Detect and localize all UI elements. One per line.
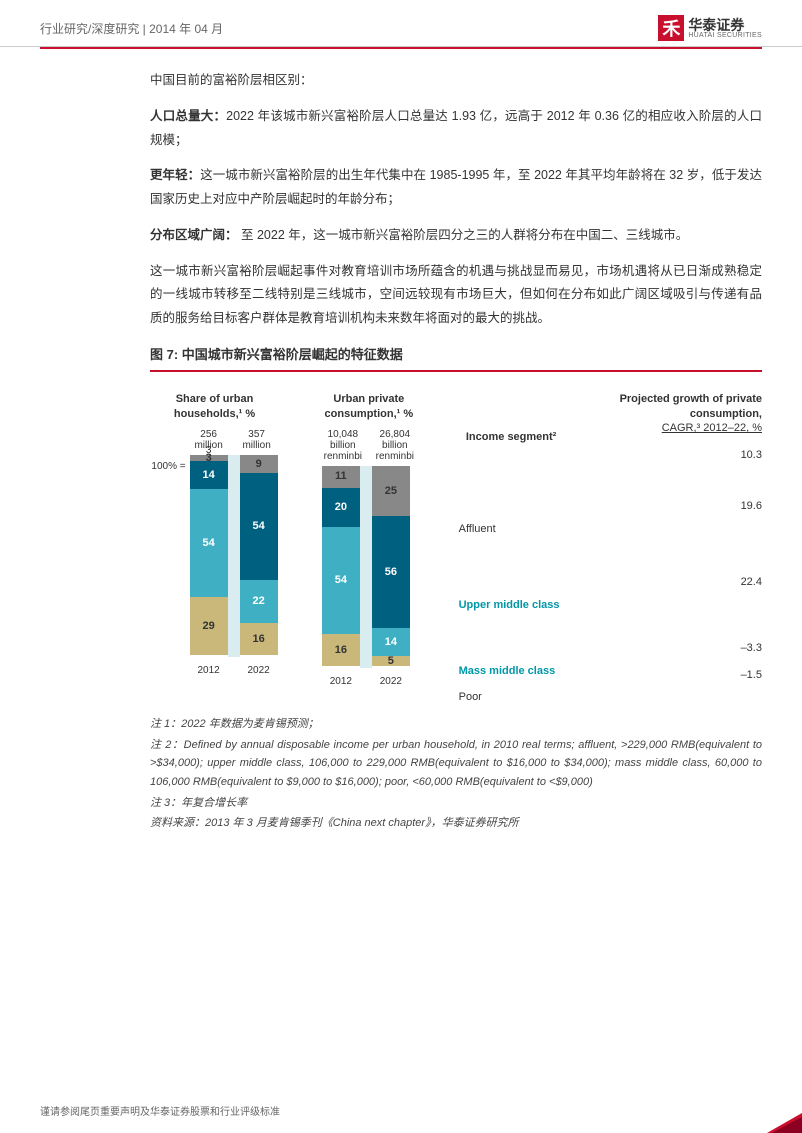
para-intro: 中国目前的富裕阶层相区别： [150,69,762,93]
para-population: 人口总量大：2022 年该城市新兴富裕阶层人口总量达 1.93 亿，远高于 20… [150,105,762,153]
legend: Income segment² Affluent Upper middle cl… [459,392,564,691]
page-header: 行业研究/深度研究 | 2014 年 04 月 禾 华泰证券 HUATAI SE… [0,0,802,47]
stacked-bar: 2556145 [372,466,410,666]
bar-segment: 29 [190,597,228,655]
note-4: 资料来源：2013 年 3 月麦肯锡季刊《China next chapter》… [150,814,762,833]
bar-segment: 16 [240,623,278,655]
bar-segment: 25 [372,466,410,516]
stacked-bar: 9542216 [240,455,278,655]
note-3: 注 3：年复合增长率 [150,794,762,813]
para-summary: 这一城市新兴富裕阶层崛起事件对教育培训市场所蕴含的机遇与挑战显而易见，市场机遇将… [150,260,762,331]
bar-segment: 54 [322,527,360,634]
bar-segment: 22 [240,580,278,624]
para-younger: 更年轻：这一城市新兴富裕阶层的出生年代集中在 1985-1995 年，至 202… [150,164,762,212]
logo-cn: 华泰证券 [688,18,762,32]
logo-icon: 禾 [658,15,684,41]
chart-share-households: Share of urban households,¹ % 100% = 256… [150,392,279,691]
figure-title: 图 7: 中国城市新兴富裕阶层崛起的特征数据 [150,343,762,373]
chart-private-consumption: Urban private consumption,¹ % 10,048 bil… [304,392,434,691]
page-footer: 谨请参阅尾页重要声明及华泰证券股票和行业评级标准 [40,1103,280,1118]
para-region: 分布区域广阔： 至 2022 年，这一城市新兴富裕阶层四分之三的人群将分布在中国… [150,224,762,248]
bar-segment: 14 [190,461,228,489]
note-1: 注 1：2022 年数据为麦肯锡预测； [150,715,762,734]
note-2: 注 2：Defined by annual disposable income … [150,736,762,792]
bar-segment: 9 [240,455,278,473]
figure-notes: 注 1：2022 年数据为麦肯锡预测； 注 2：Defined by annua… [150,715,762,833]
bar-segment: 56 [372,516,410,628]
header-left: 行业研究/深度研究 | 2014 年 04 月 [40,20,223,37]
figure-chart: Share of urban households,¹ % 100% = 256… [150,382,762,701]
bar-segment: 11 [322,466,360,488]
bar-segment: 5 [372,656,410,666]
bar-segment: 54 [190,489,228,597]
logo-block: 禾 华泰证券 HUATAI SECURITIES [658,15,762,41]
bar-segment: 54 [240,473,278,580]
growth-column: Projected growth of private consumption,… [589,392,762,691]
stacked-bar: 11205416 [322,466,360,666]
logo-en: HUATAI SECURITIES [688,32,762,39]
bar-segment: 16 [322,634,360,666]
main-content: 中国目前的富裕阶层相区别： 人口总量大：2022 年该城市新兴富裕阶层人口总量达… [0,49,802,833]
stacked-bar: 33145429 [190,455,228,655]
bar-segment: 20 [322,488,360,528]
